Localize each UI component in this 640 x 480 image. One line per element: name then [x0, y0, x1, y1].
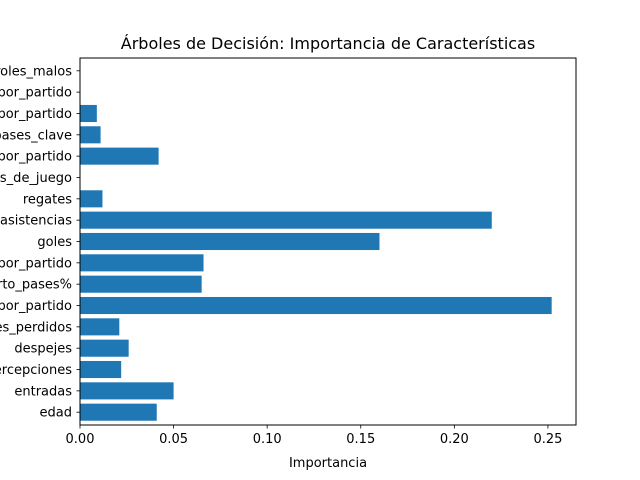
y-tick-label: faltas_por_partido	[0, 107, 72, 122]
bar-porcentaje_de_acierto_pases%	[80, 275, 202, 293]
bar-despejes	[80, 339, 129, 357]
y-tick-label: despejes	[14, 342, 72, 357]
y-tick-label: ocasiones_creadas_por_partido	[0, 256, 72, 271]
y-tick-label: asistencias	[0, 214, 72, 229]
x-tick-label: 0.10	[253, 432, 282, 447]
y-tick-label: goles	[37, 235, 72, 250]
bar-intercepciones	[80, 360, 122, 379]
x-tick-label: 0.05	[159, 432, 188, 447]
y-tick-label: porcentaje_de_acierto_pases%	[0, 278, 72, 293]
bar-goles	[80, 232, 380, 251]
bar-pases_completados_por_partido	[80, 296, 552, 315]
y-tick-label: disparos_por_partido	[0, 150, 72, 165]
bar-faltas_por_partido	[80, 104, 97, 123]
bar-regates	[80, 190, 103, 208]
bar-pases_clave	[80, 126, 101, 144]
bar-edad	[80, 403, 157, 421]
plot-frame	[79, 57, 577, 426]
y-axis: edad entradas intercepciones despejes balone…	[0, 64, 80, 421]
y-tick-label: pases_clave	[0, 128, 72, 143]
y-tick-label: entradas	[14, 384, 72, 399]
y-tick-label: pases_completados_por_partido	[0, 299, 72, 314]
bar-balones_perdidos	[80, 318, 120, 336]
y-tick-label: amarillas_por_partido	[0, 86, 72, 101]
bar-asistencias	[80, 211, 492, 229]
y-tick-label: balones_perdidos	[0, 320, 72, 335]
x-tick-label: 0.25	[533, 432, 562, 447]
y-tick-label: minutos_de_juego	[0, 171, 72, 186]
bar-ocasiones_creadas_por_partido	[80, 254, 204, 272]
y-tick-label: regates	[23, 192, 72, 207]
bars-group	[80, 104, 552, 421]
y-tick-label: intercepciones	[0, 363, 72, 378]
y-tick-label: edad	[40, 406, 72, 421]
y-tick-label: controles_malos	[0, 64, 72, 79]
x-tick-label: 0.15	[346, 432, 375, 447]
x-tick-label: 0.00	[66, 432, 95, 447]
bar-entradas	[80, 382, 174, 400]
chart-title: Árboles de Decisión: Importancia de Cara…	[121, 34, 535, 53]
bar-disparos_por_partido	[80, 147, 159, 165]
x-axis-label: Importancia	[289, 456, 367, 471]
x-axis: 0.00 0.05 0.10 0.15 0.20 0.25	[66, 425, 562, 447]
x-tick-label: 0.20	[440, 432, 469, 447]
